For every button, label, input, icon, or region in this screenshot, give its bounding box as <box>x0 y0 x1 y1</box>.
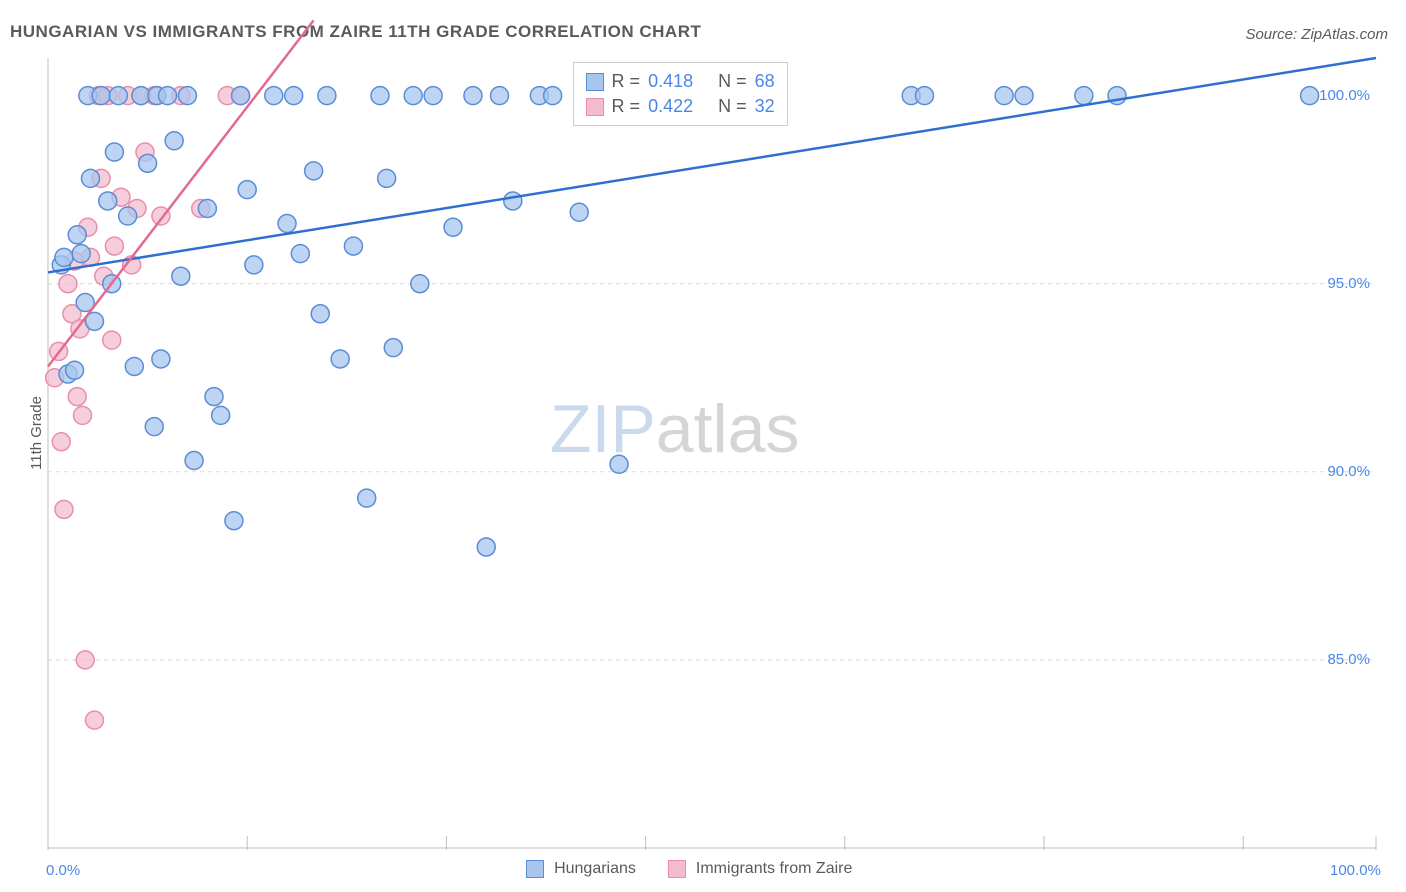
legend-swatch <box>526 860 544 878</box>
n-value: 68 <box>755 71 775 92</box>
stats-row: R = 0.422 N = 32 <box>586 94 775 119</box>
n-label: N = <box>718 96 747 117</box>
y-tick-label: 100.0% <box>1319 87 1370 104</box>
r-label: R = <box>612 96 641 117</box>
y-tick-label: 90.0% <box>1327 463 1370 480</box>
legend-label: Immigrants from Zaire <box>696 860 852 878</box>
correlation-stats-box: R = 0.418 N = 68 R = 0.422 N = 32 <box>573 62 788 126</box>
y-tick-label: 95.0% <box>1327 275 1370 292</box>
r-label: R = <box>612 71 641 92</box>
r-value: 0.422 <box>648 96 702 117</box>
series-legend: Hungarians Immigrants from Zaire <box>526 860 874 878</box>
x-tick-label: 100.0% <box>1330 862 1381 879</box>
n-label: N = <box>718 71 747 92</box>
legend-label: Hungarians <box>554 860 636 878</box>
n-value: 32 <box>755 96 775 117</box>
r-value: 0.418 <box>648 71 702 92</box>
scatter-chart <box>0 0 1378 850</box>
series-swatch <box>586 98 604 116</box>
stats-row: R = 0.418 N = 68 <box>586 69 775 94</box>
legend-swatch <box>668 860 686 878</box>
series-swatch <box>586 73 604 91</box>
x-tick-label: 0.0% <box>46 862 80 879</box>
y-tick-label: 85.0% <box>1327 651 1370 668</box>
